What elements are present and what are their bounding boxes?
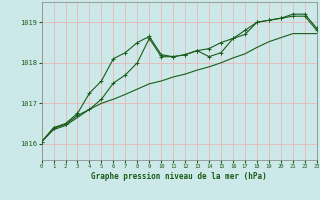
- X-axis label: Graphe pression niveau de la mer (hPa): Graphe pression niveau de la mer (hPa): [91, 172, 267, 181]
